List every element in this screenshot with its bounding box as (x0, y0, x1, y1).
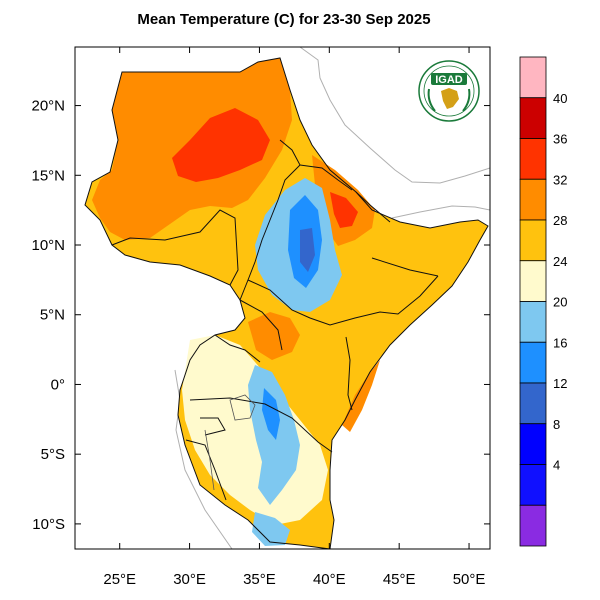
lon-tick-label: 40°E (313, 571, 346, 588)
colorbar-swatch (519, 504, 547, 547)
latitude-ticks: 20°N 15°N 10°N 5°N 0° 5°S 10°S (31, 98, 490, 533)
colorbar-swatch (519, 260, 547, 302)
colorbar-label: 8 (553, 417, 560, 432)
colorbar-label: 40 (553, 91, 567, 106)
land-28-32-southsudan (248, 312, 300, 360)
map-area (75, 47, 490, 549)
colorbar-label: 4 (553, 458, 560, 473)
colorbar-swatch (519, 301, 547, 343)
colorbar-swatch (519, 341, 547, 384)
land-28-32-coast (342, 360, 380, 432)
land-32-36-danakil (330, 192, 358, 228)
colorbar-swatch (519, 382, 547, 425)
land-8-12-ethiopia (300, 228, 315, 272)
colorbar-swatch (519, 138, 547, 180)
lat-tick-label: 20°N (31, 98, 65, 115)
colorbar-label: 28 (553, 213, 567, 228)
colorbar-swatch (519, 97, 547, 139)
lat-tick-label: 15°N (31, 167, 65, 184)
colorbar-swatch (519, 56, 547, 99)
lon-tick-label: 50°E (453, 571, 486, 588)
colorbar-label: 36 (553, 132, 567, 147)
colorbar-label: 20 (553, 295, 567, 310)
lon-tick-label: 30°E (173, 571, 206, 588)
lon-tick-label: 35°E (243, 571, 276, 588)
land-32-36-sudan (172, 108, 270, 182)
colorbar-swatch (519, 464, 547, 506)
country-borders (84, 57, 489, 549)
colorbar-label: 24 (553, 254, 567, 269)
lon-tick-label: 45°E (383, 571, 416, 588)
colorbar-label: 12 (553, 376, 567, 391)
colorbar-swatch (519, 423, 547, 465)
land-16-20-tanzania-south (252, 512, 290, 546)
map-frame (74, 46, 491, 550)
longitude-ticks: 25°E 30°E 35°E 40°E 45°E 50°E (103, 47, 485, 588)
lat-tick-label: 10°N (31, 237, 65, 254)
lat-tick-label: 10°S (32, 516, 65, 533)
lakes (204, 394, 256, 491)
colorbar-swatch (519, 219, 547, 262)
colorbar-label: 16 (553, 335, 567, 350)
colorbar-swatch (519, 178, 547, 221)
lat-tick-label: 0° (51, 376, 65, 393)
colorbar: 40 36 32 28 24 20 16 12 8 4 (519, 56, 567, 547)
land-12-16-kenya (262, 388, 280, 440)
lat-tick-label: 5°S (41, 446, 65, 463)
map-title: Mean Temperature (C) for 23-30 Sep 2025 (137, 11, 430, 28)
lat-tick-label: 5°N (40, 307, 65, 324)
lon-tick-label: 25°E (103, 571, 136, 588)
igad-logo-text: IGAD (435, 74, 463, 86)
colorbar-label: 32 (553, 172, 567, 187)
igad-logo: IGAD (418, 60, 480, 122)
